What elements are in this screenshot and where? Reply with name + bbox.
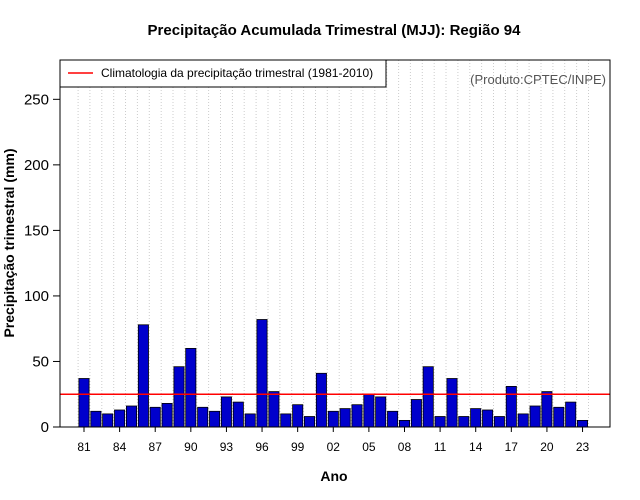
bar-1998 [280,413,292,428]
chart-title: Precipitação Acumulada Trimestral (MJJ):… [148,22,522,39]
bar-1993 [220,396,232,428]
bar-1999 [292,404,304,428]
x-tick-label: 96 [255,440,269,454]
y-axis: 0 50 100 150 200 250 [24,91,60,436]
bar-1995 [244,413,256,428]
y-tick-label: 100 [24,288,49,305]
bar-2007 [387,410,399,428]
x-tick-label: 11 [434,440,447,454]
bar-2022 [565,401,577,428]
x-tick-label: 20 [540,440,554,454]
bar-1988 [161,402,173,428]
x-tick-label: 14 [469,440,483,454]
x-tick-label: 17 [505,440,519,454]
bar-1997 [268,391,280,428]
bar-1983 [102,413,114,428]
bar-2011 [434,416,446,428]
y-tick-label: 150 [24,222,49,239]
bar-1991 [197,406,209,428]
bar-1984 [114,409,126,428]
bar-2005 [363,393,375,428]
grid-lines [77,60,589,427]
bar-2002 [327,410,339,428]
bar-2013 [458,416,470,428]
bar-2001 [315,372,327,428]
x-tick-label: 87 [149,440,163,454]
bar-2000 [303,416,315,428]
bar-2021 [553,406,565,428]
x-tick-label: 90 [184,440,198,454]
product-credit: (Produto:CPTEC/INPE) [470,72,606,87]
bar-1990 [185,347,197,428]
y-tick-label: 50 [32,353,49,370]
bar-2003 [339,408,351,428]
bar-2010 [422,366,434,428]
x-tick-label: 99 [291,440,305,454]
x-tick-label: 05 [362,440,376,454]
y-tick-label: 200 [24,157,49,174]
bar-1986 [137,324,149,428]
bar-1994 [232,401,244,428]
legend-box [59,59,387,88]
x-tick-label: 02 [327,440,341,454]
bar-2019 [529,405,541,428]
bar-1989 [173,366,185,428]
bar-2016 [493,416,505,428]
y-tick-label: 250 [24,91,49,108]
y-axis-title: Precipitação trimestral (mm) [1,148,17,337]
bar-2008 [398,419,410,428]
x-axis: 81 84 87 90 93 96 99 02 05 08 11 14 17 20 23 [77,427,590,454]
x-axis-title: Ano [320,468,347,484]
y-tick-label: 0 [41,419,49,436]
x-tick-label: 81 [77,440,91,454]
bars [78,319,589,428]
x-tick-label: 08 [398,440,412,454]
bar-2018 [517,413,529,428]
legend: Climatologia da precipitação trimestral … [59,59,387,88]
bar-2020 [541,391,553,428]
bar-2015 [482,409,494,428]
x-tick-label: 23 [576,440,590,454]
bar-1987 [149,406,161,428]
legend-label: Climatologia da precipitação trimestral … [101,66,373,80]
bar-2017 [505,385,517,428]
bar-1996 [256,319,268,428]
bar-2012 [446,378,458,428]
bar-2004 [351,404,363,428]
bar-2009 [410,399,422,428]
x-tick-label: 84 [113,440,127,454]
bar-1982 [90,410,102,428]
bar-1985 [126,405,138,428]
x-tick-label: 93 [220,440,234,454]
bar-1992 [209,410,221,428]
bar-2023 [577,419,589,428]
bar-2014 [470,408,482,428]
bar-2006 [375,396,387,428]
bar-1981 [78,378,90,428]
